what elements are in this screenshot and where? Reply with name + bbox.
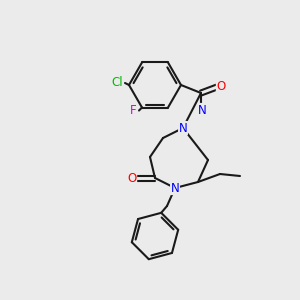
Text: F: F [130,104,136,117]
Text: O: O [216,80,226,94]
Text: N: N [178,122,188,134]
Text: O: O [128,172,136,184]
Text: N: N [198,103,206,116]
Text: N: N [171,182,179,194]
Text: Cl: Cl [111,76,123,89]
